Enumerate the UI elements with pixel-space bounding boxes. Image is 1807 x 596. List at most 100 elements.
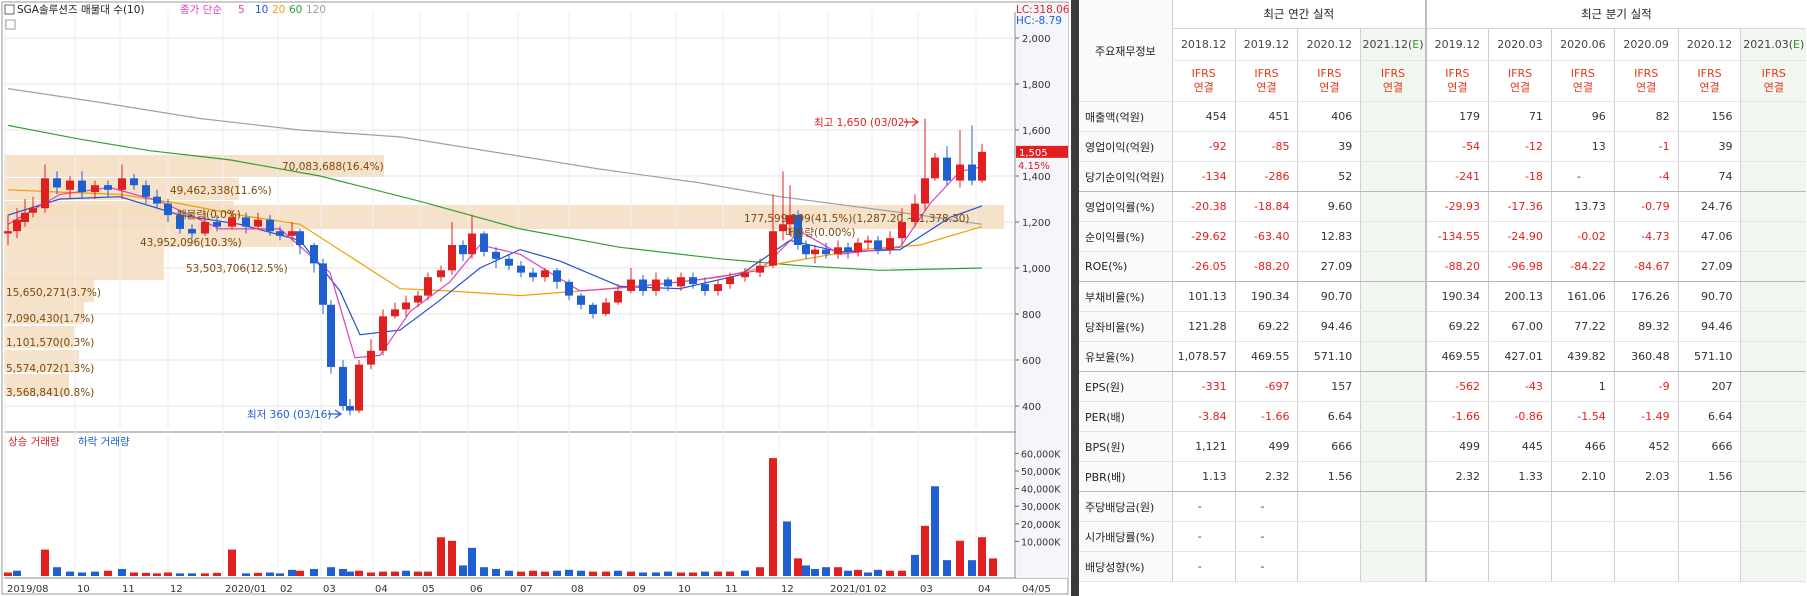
candle-body (505, 258, 513, 266)
ma-legend-period: 60 (289, 4, 302, 16)
date-label: 05 (422, 584, 435, 595)
table-cell: 69.22 (1424, 311, 1489, 342)
volume-profile-band (4, 155, 384, 177)
table-cell: -562 (1424, 371, 1489, 402)
ifrs-label: IFRS (1507, 67, 1533, 80)
stock-chart[interactable]: 2,000 1,800 1,600 1,400 1,200 1,000 800 600 400 6… (0, 0, 1071, 596)
table-cell (1488, 521, 1552, 552)
lc-label: LC:318.06 (1016, 4, 1070, 16)
candle-body (288, 231, 296, 236)
candle-body (266, 219, 274, 232)
period-header: 2020.12 (1677, 28, 1741, 61)
volume-bar (864, 572, 872, 576)
table-cell (1740, 101, 1806, 132)
volume-profile-band (4, 278, 94, 302)
table-cell: 666 (1677, 431, 1741, 462)
price-tick-label: 600 (1022, 356, 1041, 367)
volume-bar (339, 568, 347, 576)
table-cell: 96 (1550, 101, 1615, 132)
volume-profile-label: 70,083,688(16.4%) (282, 161, 384, 173)
table-cell: -85 (1234, 131, 1298, 162)
volume-bar (627, 571, 635, 576)
table-cell: 445 (1488, 431, 1552, 462)
volume-bar (78, 572, 86, 576)
table-row: 시가배당률(%) - - (1079, 521, 1806, 552)
table-row: 영업이익(억원) -92 -85 39 -54 -12 13 -1 39 (1079, 131, 1806, 162)
volume-profile-label: 43,952,096(10.3%) (140, 237, 242, 249)
ifrs-label: IFRS (1761, 67, 1786, 80)
table-row: BPS(원) 1,121 499 666 499 445 466 452 666 (1079, 431, 1806, 462)
volume-bar (448, 540, 456, 576)
candle-body (529, 272, 537, 278)
table-row: 유보율(%) 1,078.57 469.55 571.10 469.55 427.01 43… (1079, 341, 1806, 372)
table-cell (1360, 371, 1426, 402)
candle-body (931, 157, 939, 179)
table-cell: 39 (1677, 131, 1741, 162)
period-header: 2021.03(E) (1740, 28, 1806, 61)
volume-bar (201, 573, 209, 576)
candlestick-layer[interactable] (4, 118, 986, 416)
volume-bar (459, 565, 467, 576)
table-cell (1488, 551, 1552, 582)
table-cell (1740, 461, 1806, 492)
candle-body (228, 217, 236, 227)
table-cell (1740, 191, 1806, 222)
consolidated-label: 연결 (1763, 81, 1784, 94)
table-cell (1360, 161, 1426, 192)
table-cell: 94.46 (1677, 311, 1741, 342)
period-header: 2019.12 (1234, 28, 1298, 61)
volume-bars-layer[interactable] (4, 458, 997, 576)
candle-body (254, 219, 262, 227)
table-cell: 1,078.57 (1171, 341, 1236, 372)
volume-bar (437, 537, 445, 576)
date-label: 08 (571, 584, 584, 595)
table-cell: - (1234, 491, 1298, 522)
volume-bar (228, 549, 236, 576)
volume-bar (4, 572, 12, 576)
volume-bar (327, 567, 335, 576)
table-cell (1740, 251, 1806, 282)
date-label: 02 (280, 584, 293, 595)
volume-bar (794, 558, 802, 576)
table-cell (1677, 491, 1741, 522)
stock-chart-panel[interactable]: 2,000 1,800 1,600 1,400 1,200 1,000 800 600 400 6… (0, 0, 1071, 596)
candle-body (677, 277, 685, 287)
ifrs-badge: IFRS 연결 (1550, 60, 1615, 102)
candle-body (956, 164, 964, 181)
volume-legend-down: 하락 거래량 (78, 435, 130, 448)
ifrs-label: IFRS (1254, 67, 1279, 80)
candle-body (339, 366, 347, 406)
candle-body (164, 203, 172, 216)
row-label: 당좌비율(%) (1079, 311, 1173, 342)
volume-bar (517, 571, 525, 576)
candle-body (13, 219, 21, 232)
panel-divider[interactable] (1071, 0, 1079, 596)
volume-bar (956, 540, 964, 576)
candle-body (91, 185, 99, 193)
table-cell (1740, 491, 1806, 522)
volume-bar (614, 570, 622, 576)
table-cell: 24.76 (1677, 191, 1741, 222)
table-cell: 6.64 (1297, 401, 1361, 432)
table-cell: -3.84 (1171, 401, 1236, 432)
row-label: 시가배당률(%) (1079, 521, 1173, 552)
volume-bar (176, 573, 184, 576)
candle-body (921, 178, 929, 204)
table-cell: -84.67 (1613, 251, 1679, 282)
ma-legend-period: 20 (272, 4, 285, 16)
table-cell (1360, 431, 1426, 462)
table-cell: 71 (1488, 101, 1552, 132)
table-cell: 571.10 (1677, 341, 1741, 372)
ifrs-badge: IFRS 연결 (1424, 60, 1489, 102)
table-cell (1360, 341, 1426, 372)
consolidated-label: 연결 (1319, 81, 1340, 94)
consolidated-label: 연결 (1256, 81, 1277, 94)
candle-body (41, 178, 49, 209)
table-cell: -134 (1171, 161, 1236, 192)
row-label: ROE(%) (1079, 251, 1173, 282)
ifrs-badge: IFRS 연결 (1171, 60, 1236, 102)
volume-profile-band (4, 350, 79, 372)
volume-bar (989, 558, 997, 576)
row-label: 순이익률(%) (1079, 221, 1173, 252)
table-cell: 2.10 (1550, 461, 1615, 492)
